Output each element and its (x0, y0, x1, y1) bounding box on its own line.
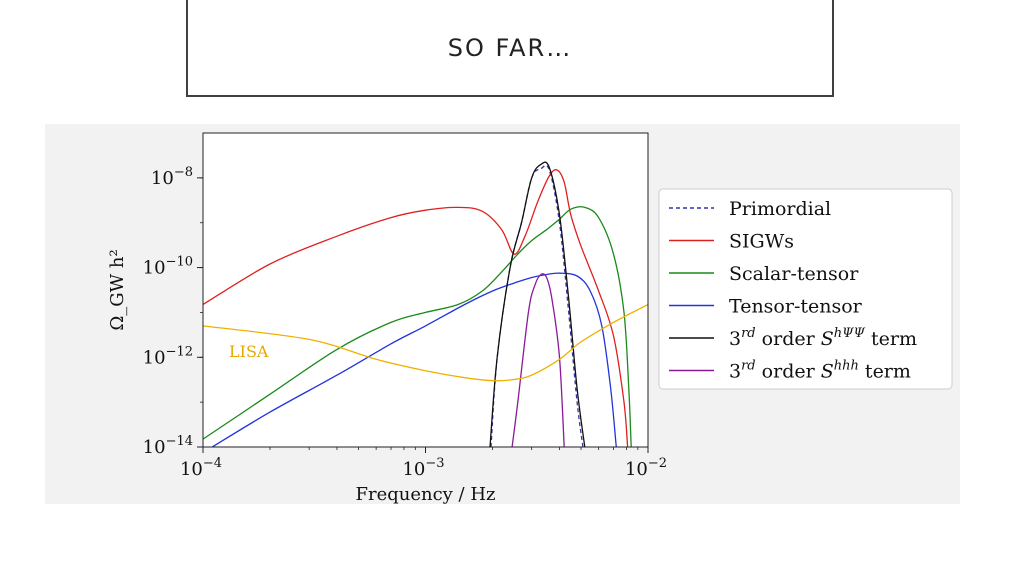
legend-label-1: SIGWs (729, 231, 794, 253)
series-line-0 (490, 164, 584, 447)
series-line-4 (489, 161, 586, 447)
series-line-3 (211, 272, 617, 447)
lisa-annotation: LISA (229, 342, 269, 361)
gw-spectrum-chart: 10−4 10−3 10−2 10−14 10−12 10−10 10−8 Frequency… (107, 132, 953, 504)
x-tick-label-0: 10−4 (180, 456, 222, 480)
legend-label-4: 3rd order ShΨΨ term (729, 326, 917, 350)
slide-title-box: SO FAR… (186, 0, 834, 97)
x-tick-label-1: 10−3 (402, 456, 444, 480)
slide-title: SO FAR… (447, 33, 573, 62)
plot-area (203, 133, 648, 447)
y-tick-label-1: 10−12 (143, 344, 193, 368)
y-tick-label-3: 10−8 (151, 165, 193, 189)
legend-label-3: Tensor-tensor (729, 296, 863, 318)
legend-box (658, 188, 953, 390)
series-line-1 (203, 169, 629, 447)
x-tick-label-2: 10−2 (625, 456, 667, 480)
legend-label-5: 3rd order Shhh term (729, 359, 911, 383)
series-line-5 (511, 273, 565, 447)
x-axis-label: Frequency / Hz (355, 484, 495, 504)
series-group (203, 161, 648, 447)
legend-label-0: Primordial (729, 198, 831, 220)
legend-label-2: Scalar-tensor (729, 263, 859, 285)
series-line-2 (203, 206, 632, 447)
figure-panel: 10−4 10−3 10−2 10−14 10−12 10−10 10−8 Frequency… (45, 124, 960, 504)
y-axis-label: Ω_GW h² (107, 249, 128, 330)
y-tick-label-0: 10−14 (143, 434, 193, 458)
y-tick-label-2: 10−10 (143, 255, 193, 279)
series-line-6 (203, 303, 648, 382)
